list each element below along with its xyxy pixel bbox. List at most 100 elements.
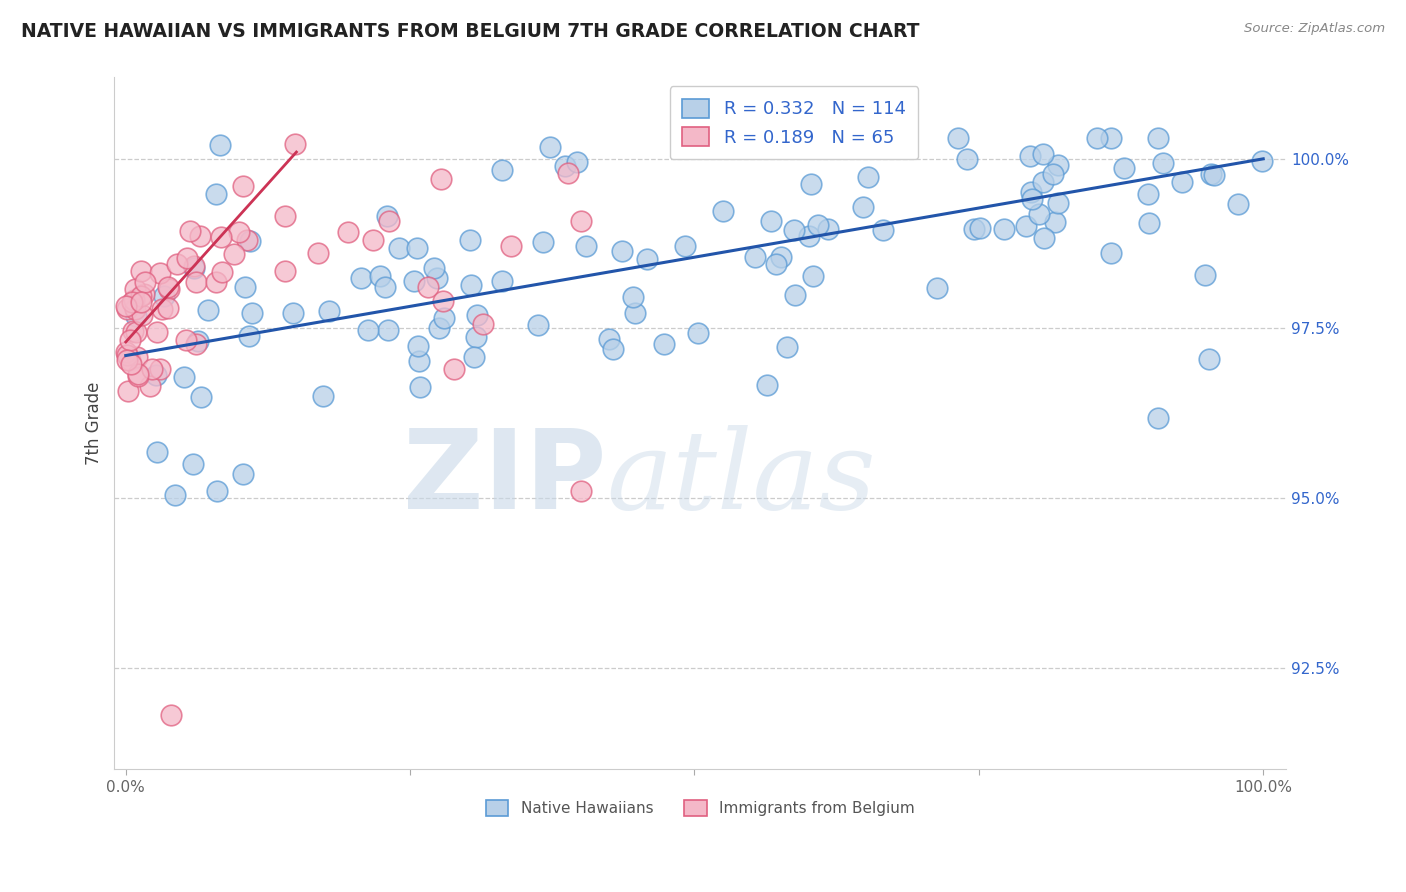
Point (711, 203, 734, 218)
Point (117, 352, 139, 367)
Point (187, 334, 209, 348)
Point (131, 289, 153, 303)
Point (125, 310, 148, 324)
Point (141, 362, 163, 376)
Point (744, 251, 766, 265)
Point (602, 343, 624, 357)
Point (406, 241, 429, 255)
Point (163, 488, 186, 502)
Point (377, 323, 399, 337)
Point (569, 484, 592, 499)
Point (830, 131, 852, 145)
Point (149, 362, 172, 376)
Point (337, 225, 360, 239)
Point (1198, 351, 1220, 366)
Point (174, 333, 197, 347)
Point (232, 179, 254, 194)
Point (176, 251, 198, 265)
Point (115, 348, 138, 362)
Point (755, 377, 778, 392)
Point (610, 244, 633, 258)
Point (205, 483, 228, 498)
Point (129, 264, 152, 278)
Point (307, 246, 329, 260)
Point (491, 163, 513, 178)
Point (224, 247, 246, 261)
Point (465, 309, 488, 323)
Point (404, 274, 426, 288)
Text: NATIVE HAWAIIAN VS IMMIGRANTS FROM BELGIUM 7TH GRADE CORRELATION CHART: NATIVE HAWAIIAN VS IMMIGRANTS FROM BELGI… (21, 22, 920, 41)
Point (228, 225, 250, 239)
Point (190, 229, 212, 244)
Point (1042, 167, 1064, 181)
Point (946, 131, 969, 145)
Point (817, 221, 839, 235)
Point (427, 320, 450, 334)
Point (179, 224, 201, 238)
Point (186, 337, 208, 351)
Point (173, 370, 195, 384)
Point (120, 358, 142, 372)
Point (872, 223, 894, 237)
Point (1021, 192, 1043, 206)
Point (565, 155, 588, 169)
Point (388, 241, 411, 255)
Point (1028, 207, 1050, 221)
Point (538, 140, 561, 154)
Point (499, 239, 522, 253)
Point (157, 281, 180, 295)
Point (120, 334, 142, 348)
Point (1114, 161, 1136, 176)
Point (239, 235, 262, 249)
Point (460, 278, 482, 293)
Point (443, 362, 465, 376)
Point (775, 340, 797, 354)
Point (125, 350, 148, 364)
Point (432, 293, 454, 308)
Point (378, 214, 401, 228)
Point (124, 302, 146, 317)
Point (1147, 411, 1170, 425)
Point (1171, 175, 1194, 189)
Point (575, 239, 598, 253)
Point (374, 279, 396, 293)
Point (284, 136, 307, 151)
Point (145, 368, 167, 383)
Point (569, 214, 592, 228)
Point (772, 131, 794, 145)
Point (146, 445, 169, 459)
Point (211, 265, 233, 279)
Point (797, 228, 820, 243)
Point (531, 235, 554, 249)
Point (969, 221, 991, 235)
Point (131, 309, 153, 323)
Point (636, 252, 658, 267)
Point (408, 354, 430, 368)
Point (464, 330, 486, 344)
Point (1032, 230, 1054, 244)
Point (962, 222, 984, 236)
Point (350, 270, 373, 285)
Point (783, 223, 806, 237)
Point (157, 301, 180, 315)
Point (800, 178, 823, 192)
Point (117, 384, 139, 398)
Point (232, 467, 254, 482)
Point (765, 256, 787, 270)
Point (1194, 268, 1216, 282)
Point (274, 210, 297, 224)
Point (430, 172, 453, 186)
Point (624, 306, 647, 320)
Point (598, 332, 620, 346)
Point (807, 219, 830, 233)
Point (418, 280, 440, 294)
Point (673, 239, 696, 253)
Point (281, 306, 304, 320)
Point (406, 339, 429, 353)
Point (115, 345, 138, 359)
Point (318, 303, 340, 318)
Point (472, 317, 495, 331)
Point (235, 233, 257, 247)
Point (361, 233, 384, 247)
Point (238, 329, 260, 343)
